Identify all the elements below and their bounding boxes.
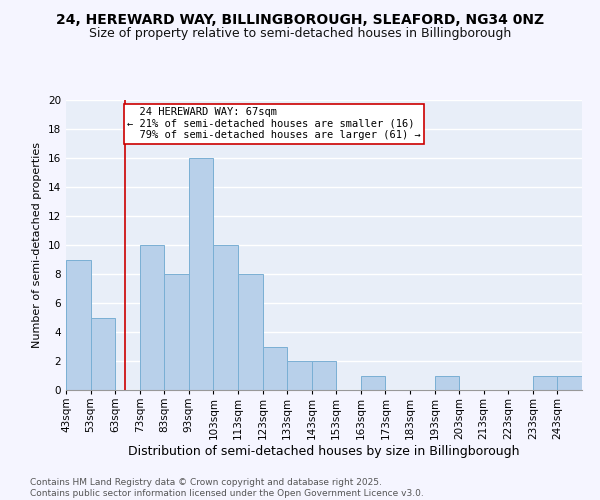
Bar [140,245,164,390]
Bar [287,361,312,390]
Bar [533,376,557,390]
Bar [214,245,238,390]
Bar [91,318,115,390]
Bar [164,274,189,390]
Bar [434,376,459,390]
Bar [238,274,263,390]
Bar [557,376,582,390]
Bar [189,158,214,390]
Text: Size of property relative to semi-detached houses in Billingborough: Size of property relative to semi-detach… [89,28,511,40]
Text: 24 HEREWARD WAY: 67sqm
← 21% of semi-detached houses are smaller (16)
  79% of s: 24 HEREWARD WAY: 67sqm ← 21% of semi-det… [127,108,421,140]
Bar [66,260,91,390]
Y-axis label: Number of semi-detached properties: Number of semi-detached properties [32,142,43,348]
X-axis label: Distribution of semi-detached houses by size in Billingborough: Distribution of semi-detached houses by … [128,444,520,458]
Bar [361,376,385,390]
Text: 24, HEREWARD WAY, BILLINGBOROUGH, SLEAFORD, NG34 0NZ: 24, HEREWARD WAY, BILLINGBOROUGH, SLEAFO… [56,12,544,26]
Text: Contains HM Land Registry data © Crown copyright and database right 2025.
Contai: Contains HM Land Registry data © Crown c… [30,478,424,498]
Bar [263,346,287,390]
Bar [312,361,336,390]
